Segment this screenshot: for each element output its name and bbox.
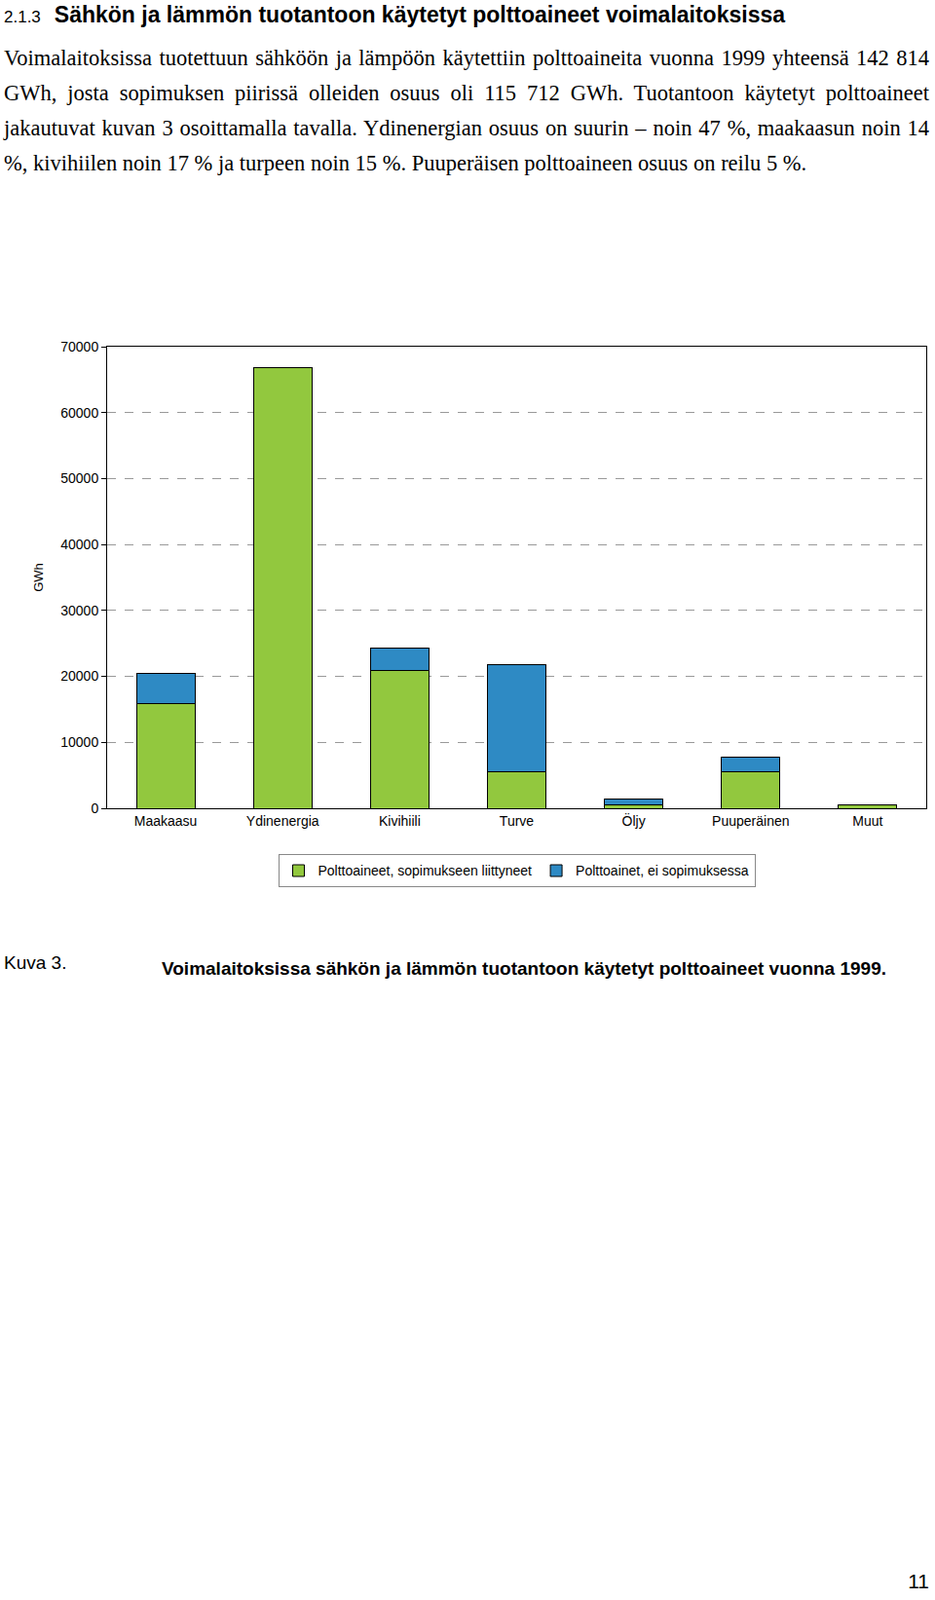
svg-text:GWh: GWh bbox=[31, 562, 46, 593]
svg-text:Polttoainet, ei sopimuksessa: Polttoainet, ei sopimuksessa bbox=[575, 862, 749, 879]
svg-text:Turve: Turve bbox=[499, 813, 534, 829]
svg-text:10000: 10000 bbox=[60, 734, 99, 750]
html-text:11: 11 bbox=[907, 1570, 930, 1593]
svg-text:Öljy: Öljy bbox=[622, 812, 646, 829]
html-text:Voimalaitoksissa tuotettuun sä: Voimalaitoksissa tuotettuun sähköön ja l… bbox=[3, 45, 930, 176]
svg-text:Kivihiili: Kivihiili bbox=[378, 813, 421, 829]
html-text:Kuva 3.: Kuva 3. bbox=[3, 952, 67, 973]
svg-text:40000: 40000 bbox=[60, 536, 99, 553]
svg-text:70000: 70000 bbox=[60, 338, 99, 355]
svg-text:Maakaasu: Maakaasu bbox=[134, 813, 198, 829]
svg-text:50000: 50000 bbox=[60, 470, 99, 487]
svg-text:30000: 30000 bbox=[60, 602, 99, 619]
html-text:Voimalaitoksissa sähkön ja läm: Voimalaitoksissa sähkön ja lämmön tuotan… bbox=[161, 958, 887, 979]
svg-text:20000: 20000 bbox=[60, 668, 99, 684]
svg-text:Polttoaineet, sopimukseen liit: Polttoaineet, sopimukseen liittyneet bbox=[318, 862, 533, 879]
html-text:2.1.3: 2.1.3 bbox=[3, 7, 41, 27]
svg-text:60000: 60000 bbox=[60, 405, 99, 421]
svg-text:0: 0 bbox=[90, 800, 99, 817]
svg-text:Muut: Muut bbox=[852, 813, 883, 829]
html-text:Sähkön ja lämmön tuotantoon kä: Sähkön ja lämmön tuotantoon käytetyt pol… bbox=[54, 1, 786, 28]
svg-text:Ydinenergia: Ydinenergia bbox=[246, 813, 320, 829]
svg-text:Puuperäinen: Puuperäinen bbox=[711, 813, 789, 829]
